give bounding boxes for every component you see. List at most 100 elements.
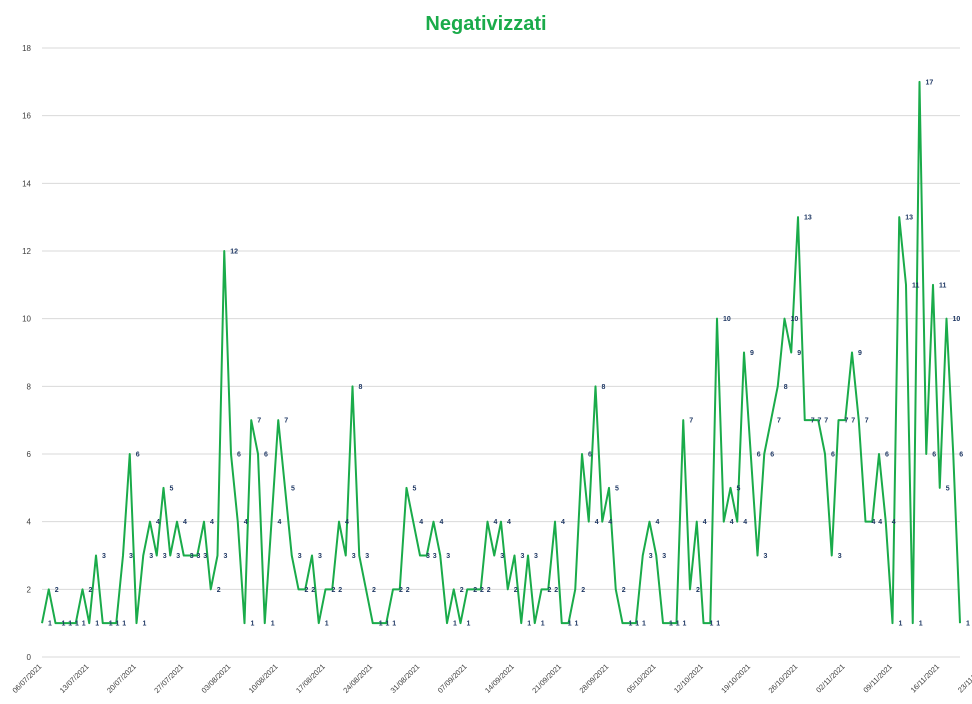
data-label: 8 (602, 384, 606, 391)
data-label: 1 (109, 621, 113, 628)
data-label: 3 (318, 553, 322, 560)
data-label: 2 (460, 587, 464, 594)
data-label: 2 (581, 587, 585, 594)
data-label: 4 (210, 519, 214, 526)
data-label: 11 (912, 282, 920, 289)
data-label: 3 (433, 553, 437, 560)
data-label: 6 (831, 452, 835, 459)
data-label: 1 (251, 621, 255, 628)
y-tick-label: 6 (27, 450, 32, 459)
data-label: 4 (419, 519, 423, 526)
data-label: 5 (946, 485, 950, 492)
y-tick-label: 8 (27, 382, 32, 391)
data-label: 7 (777, 418, 781, 425)
data-label: 2 (548, 587, 552, 594)
data-label: 6 (588, 452, 592, 459)
data-label: 1 (899, 621, 903, 628)
data-label: 4 (608, 519, 612, 526)
y-tick-label: 14 (22, 179, 31, 188)
data-label: 3 (224, 553, 228, 560)
data-label: 7 (689, 418, 693, 425)
data-label: 13 (804, 215, 812, 222)
data-label: 9 (750, 350, 754, 357)
data-label: 2 (622, 587, 626, 594)
data-label: 1 (82, 621, 86, 628)
data-label: 4 (507, 519, 511, 526)
data-label: 1 (143, 621, 147, 628)
data-label: 4 (345, 519, 349, 526)
data-label: 3 (764, 553, 768, 560)
data-label: 1 (568, 621, 572, 628)
data-label: 6 (770, 452, 774, 459)
data-label: 2 (514, 587, 518, 594)
data-label: 5 (413, 485, 417, 492)
data-label: 2 (487, 587, 491, 594)
data-label: 4 (278, 519, 282, 526)
data-label: 4 (878, 519, 882, 526)
data-label: 4 (494, 519, 498, 526)
data-label: 13 (905, 215, 913, 222)
data-label: 4 (244, 519, 248, 526)
data-label: 1 (68, 621, 72, 628)
data-label: 10 (791, 316, 799, 323)
chart-title: Negativizzati (425, 13, 546, 35)
data-label: 1 (95, 621, 99, 628)
data-label: 2 (480, 587, 484, 594)
data-label: 3 (352, 553, 356, 560)
data-label: 3 (426, 553, 430, 560)
data-label: 5 (737, 485, 741, 492)
data-label: 3 (662, 553, 666, 560)
data-label: 4 (730, 519, 734, 526)
data-label: 6 (959, 452, 963, 459)
data-label: 1 (379, 621, 383, 628)
data-label: 1 (629, 621, 633, 628)
data-label: 3 (102, 553, 106, 560)
y-tick-label: 4 (27, 518, 32, 527)
data-label: 7 (257, 418, 261, 425)
data-label: 6 (237, 452, 241, 459)
data-label: 5 (615, 485, 619, 492)
data-label: 4 (595, 519, 599, 526)
data-label: 2 (473, 587, 477, 594)
data-label: 1 (116, 621, 120, 628)
data-label: 2 (372, 587, 376, 594)
data-label: 7 (851, 418, 855, 425)
data-label: 7 (845, 418, 849, 425)
data-label: 3 (149, 553, 153, 560)
data-label: 3 (365, 553, 369, 560)
data-label: 2 (89, 587, 93, 594)
data-label: 10 (723, 316, 731, 323)
data-label: 1 (122, 621, 126, 628)
data-label: 11 (939, 282, 947, 289)
data-label: 6 (757, 452, 761, 459)
data-label: 3 (190, 553, 194, 560)
data-label: 1 (575, 621, 579, 628)
data-label: 1 (62, 621, 66, 628)
y-axis-ticks: 0 2 4 6 8 10 12 14 16 18 (22, 44, 31, 662)
data-label: 7 (865, 418, 869, 425)
data-label: 1 (325, 621, 329, 628)
data-label: 1 (683, 621, 687, 628)
y-tick-label: 2 (27, 585, 32, 594)
data-label: 1 (716, 621, 720, 628)
data-label: 6 (264, 452, 268, 459)
data-label: 2 (55, 587, 59, 594)
data-label: 12 (230, 249, 238, 256)
y-tick-label: 10 (22, 315, 31, 324)
data-label: 2 (406, 587, 410, 594)
data-label: 3 (176, 553, 180, 560)
data-label: 1 (642, 621, 646, 628)
data-label: 2 (554, 587, 558, 594)
data-label: 9 (797, 350, 801, 357)
data-label: 3 (163, 553, 167, 560)
data-label: 1 (271, 621, 275, 628)
data-label: 1 (966, 621, 970, 628)
data-label: 2 (311, 587, 315, 594)
data-label: 1 (48, 621, 52, 628)
data-label: 7 (818, 418, 822, 425)
data-label: 2 (217, 587, 221, 594)
data-label: 4 (183, 519, 187, 526)
